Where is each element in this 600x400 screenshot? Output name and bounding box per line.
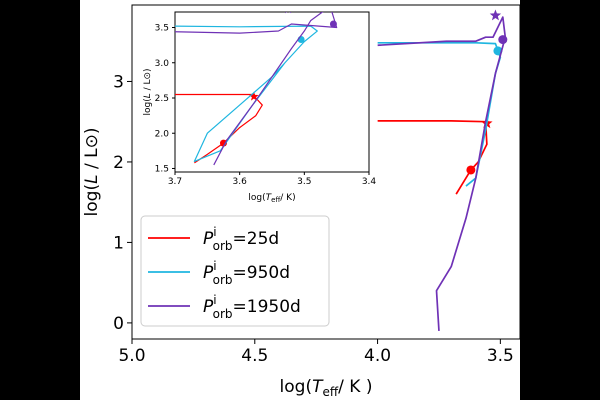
legend-label-cyan: Pi orb=950d [203,259,290,287]
inset-y-tick-label: 2.5 [155,94,169,104]
legend: Pi orb=25d Pi orb=950d Pi orb=1950d [140,215,330,327]
legend-box [140,215,330,327]
inset-y-tick-label: 2.0 [155,129,170,139]
inset-x-tick-label: 3.7 [168,177,182,187]
main-ticks-group: 5.0 4.5 4.0 3.5 0 1 2 3 [113,72,514,366]
inset-series-group [175,12,338,166]
inset-y-tick-label: 3.5 [155,24,169,34]
main-purple-star-marker [489,9,502,21]
inset-axes-frame [174,11,370,173]
main-series-group [377,9,508,332]
main-red-circle-marker [466,165,476,175]
main-series-line-purple [377,16,507,332]
letterbox-left [0,0,80,400]
letterbox-right [520,0,600,400]
main-x-tick-label: 4.5 [241,346,268,366]
main-y-tick-label: 3 [113,72,124,92]
main-y-axis-label: log(L / L⊙) [82,128,102,217]
main-y-tick-label: 2 [113,153,124,173]
inset-x-tick-label: 3.6 [233,177,248,187]
main-x-tick-label: 3.5 [487,346,514,366]
inset-x-axis-label: log(Teff/ K) [248,193,295,204]
legend-label-purple: Pi orb=1950d [203,293,301,321]
inset-x-tick-label: 3.4 [362,177,377,187]
inset-plot: 3.7 3.6 3.5 3.4 1.5 2.0 2.5 3.0 3.5 log(Teff/ K)… [143,11,377,204]
main-x-axis-label: log(Teff/ K ) [280,377,373,399]
main-purple-circle-marker [498,35,508,45]
inset-red-circle-marker [220,139,227,147]
legend-entries: Pi orb=25d Pi orb=950d Pi orb=1950d [148,225,301,321]
inset-purple-star-marker [285,12,292,14]
inset-series-line-purple [175,12,338,166]
main-y-tick-label: 0 [113,314,124,334]
inset-red-star-marker [249,91,259,101]
inset-y-tick-label: 1.5 [155,165,169,175]
inset-y-axis-label: log(L / L⊙) [143,68,153,115]
main-x-tick-label: 4.0 [364,346,391,366]
inset-ticks-group: 3.7 3.6 3.5 3.4 1.5 2.0 2.5 3.0 3.5 [155,24,377,187]
inset-y-tick-label: 3.0 [155,59,170,69]
legend-label-red: Pi orb=25d [203,225,279,253]
main-x-tick-label: 5.0 [118,346,145,366]
main-series-line-red [377,120,488,195]
inset-purple-circle-marker [329,20,337,28]
inset-x-tick-label: 3.5 [297,177,311,187]
main-y-tick-label: 1 [113,233,124,253]
